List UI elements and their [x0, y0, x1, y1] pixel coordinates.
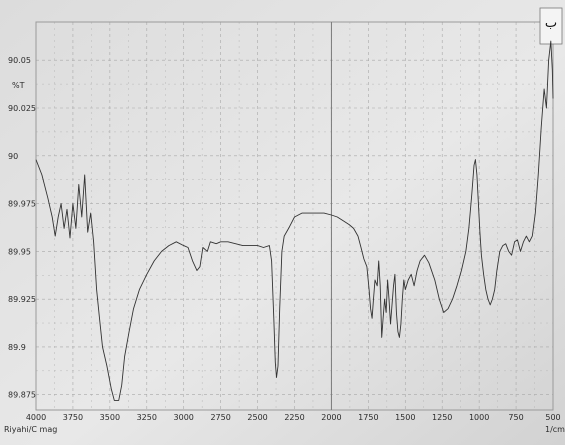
plot-frame [35, 21, 554, 411]
x-tick-label: 2250 [284, 413, 304, 422]
y-axis-label: %T [12, 81, 25, 90]
chart-grid [35, 22, 554, 410]
x-tick-label: 3500 [100, 413, 120, 422]
x-tick-label: 3250 [137, 413, 157, 422]
x-axis-unit-label: 1/cm [545, 425, 565, 434]
y-tick-label: 89.875 [8, 391, 36, 400]
y-tick-label: 89.975 [8, 200, 36, 209]
spectrum-line [35, 40, 554, 401]
x-tick-label: 2500 [247, 413, 267, 422]
y-tick-label: 90 [8, 152, 18, 161]
spectrum-series [35, 40, 554, 401]
x-tick-label: 1500 [395, 413, 415, 422]
x-tick-label: 500 [545, 413, 560, 422]
y-tick-label: 89.95 [8, 247, 31, 256]
x-axis-ticks: 4000 3750 3500 3250 3000 2750 2500 2250 2000 1750… [26, 413, 561, 422]
corner-mark: ب [545, 16, 557, 31]
y-tick-label: 89.9 [8, 343, 26, 352]
x-tick-label: 2750 [210, 413, 230, 422]
x-tick-label: 4000 [26, 413, 46, 422]
x-tick-label: 2000 [321, 413, 341, 422]
y-axis-ticks: 90.05 90.025 90 89.975 89.95 89.925 89.9 89.875 [8, 56, 36, 399]
x-tick-label: 1750 [358, 413, 378, 422]
x-tick-label: 1250 [432, 413, 452, 422]
x-tick-label: 3750 [63, 413, 83, 422]
y-tick-label: 89.925 [8, 295, 36, 304]
operator-label: Riyahi/C mag [4, 425, 57, 434]
x-tick-label: 750 [508, 413, 523, 422]
y-tick-label: 90.025 [8, 104, 36, 113]
x-tick-label: 3000 [174, 413, 194, 422]
x-tick-label: 1000 [469, 413, 489, 422]
y-tick-label: 90.05 [8, 56, 31, 65]
